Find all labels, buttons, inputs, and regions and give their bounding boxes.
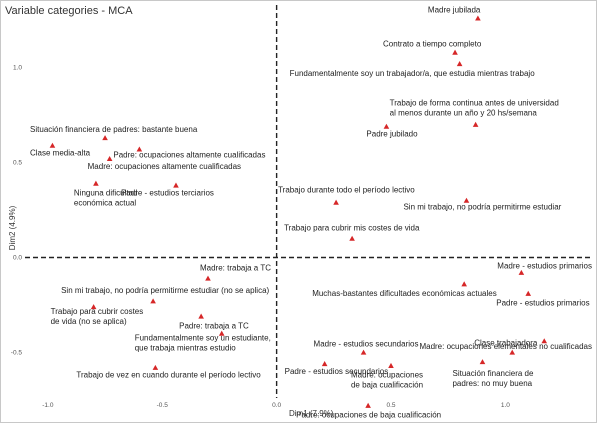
point-label: Sin mi trabajo, no podría permitirme est… (61, 286, 269, 295)
point-label: Contrato a tiempo completo (383, 39, 482, 48)
point-marker (106, 155, 113, 162)
point-label: Madre: ocupaciones altamente cualificada… (88, 162, 241, 171)
y-tick-label: 1.0 (13, 65, 22, 72)
point-label: Situación financiera de padres: no muy bu… (452, 369, 533, 388)
x-axis-title: Dim1 (7.9%) (289, 409, 334, 418)
point-marker (150, 298, 156, 304)
point-label: Situación financiera de padres: bastante… (30, 125, 198, 134)
point-label: Padre - estudios primarios (496, 299, 589, 308)
y-axis-title: Dim2 (4.9%) (8, 205, 17, 250)
point-label: Fundamentalmente soy un estudiante, que t… (135, 333, 271, 352)
point-label: Trabajo durante todo el período lectivo (278, 185, 415, 194)
y-tick-label: 0.5 (13, 160, 22, 167)
point-marker (198, 313, 204, 319)
point-marker (365, 402, 371, 408)
chart-title: Variable categories - MCA (5, 5, 133, 17)
point-label: Trabajo para cubrir costes de vida (no se… (51, 307, 144, 326)
reference-lines (25, 5, 590, 398)
point-marker (152, 364, 159, 370)
point-marker (333, 199, 339, 205)
point-label: Trabajo para cubrir mis costes de vida (284, 224, 420, 233)
point-marker (525, 290, 532, 296)
point-marker (205, 275, 211, 281)
point-label: Madre: ocupaciones de baja cualificación (351, 371, 423, 390)
point-label: Madre: trabaja a TC (200, 263, 271, 272)
point-label: Clase trabajadora (474, 338, 538, 347)
point-label: Padre - estudios secundarios (285, 367, 389, 376)
point-marker (463, 197, 470, 203)
point-label: Sin mi trabajo, no podría permitirme est… (403, 203, 561, 212)
x-tick-label: 1.0 (501, 402, 510, 409)
point-marker (136, 146, 143, 152)
point-marker (456, 61, 463, 67)
data-points: Madre jubilada Contrato a tiempo completo… (30, 5, 592, 419)
point-label: Padre - estudios terciarios (121, 188, 214, 197)
point-label: Madre jubilada (428, 5, 481, 14)
point-label: Padre: ocupaciones altamente cualificada… (113, 150, 265, 159)
point-label: Trabajo de forma continua antes de unive… (390, 99, 559, 118)
point-marker (518, 269, 525, 275)
point-label: Padre: ocupaciones de baja cualificación (296, 411, 441, 420)
point-marker (90, 304, 97, 310)
point-marker (218, 330, 225, 336)
x-tick-label: 0.0 (272, 402, 281, 409)
point-marker (49, 142, 56, 148)
x-tick-label: 0.5 (386, 402, 395, 409)
point-marker (349, 235, 355, 241)
y-tick-label: 0.0 (13, 255, 22, 262)
point-marker (388, 362, 394, 368)
y-tick-label: -0.5 (11, 349, 23, 356)
point-marker (102, 135, 108, 141)
point-label: Madre - estudios secundarios (314, 339, 419, 348)
point-marker (93, 180, 99, 186)
point-marker (173, 182, 179, 188)
axis-ticks: -1.0 -0.5 0.0 0.5 1.0 -0.5 0.0 0.5 1.0 (11, 65, 510, 409)
point-label: Fundamentalmente soy un trabajador/a, qu… (290, 69, 536, 78)
point-label: Trabajo de vez en cuando durante el perí… (76, 371, 261, 380)
point-label: Madre: ocupaciones elementales no cualif… (419, 342, 592, 351)
point-marker (461, 281, 467, 287)
x-tick-label: -1.0 (42, 402, 54, 409)
point-marker (509, 349, 516, 355)
point-marker (541, 338, 548, 344)
point-label: Madre - estudios primarios (497, 262, 592, 271)
point-marker (383, 123, 390, 129)
point-marker (472, 121, 479, 127)
point-marker (479, 359, 486, 365)
point-label: Clase media-alta (30, 148, 91, 157)
point-label: Padre: trabaja a TC (179, 321, 249, 330)
point-label: Ninguna dificultad económica actual (74, 188, 138, 207)
point-marker (321, 361, 328, 367)
point-marker (452, 49, 458, 55)
point-marker (475, 15, 481, 21)
point-label: Muchas-bastantes dificultades económicas… (312, 289, 497, 298)
x-tick-label: -0.5 (157, 402, 169, 409)
point-label: Padre jubilado (366, 130, 418, 139)
point-marker (360, 349, 367, 355)
